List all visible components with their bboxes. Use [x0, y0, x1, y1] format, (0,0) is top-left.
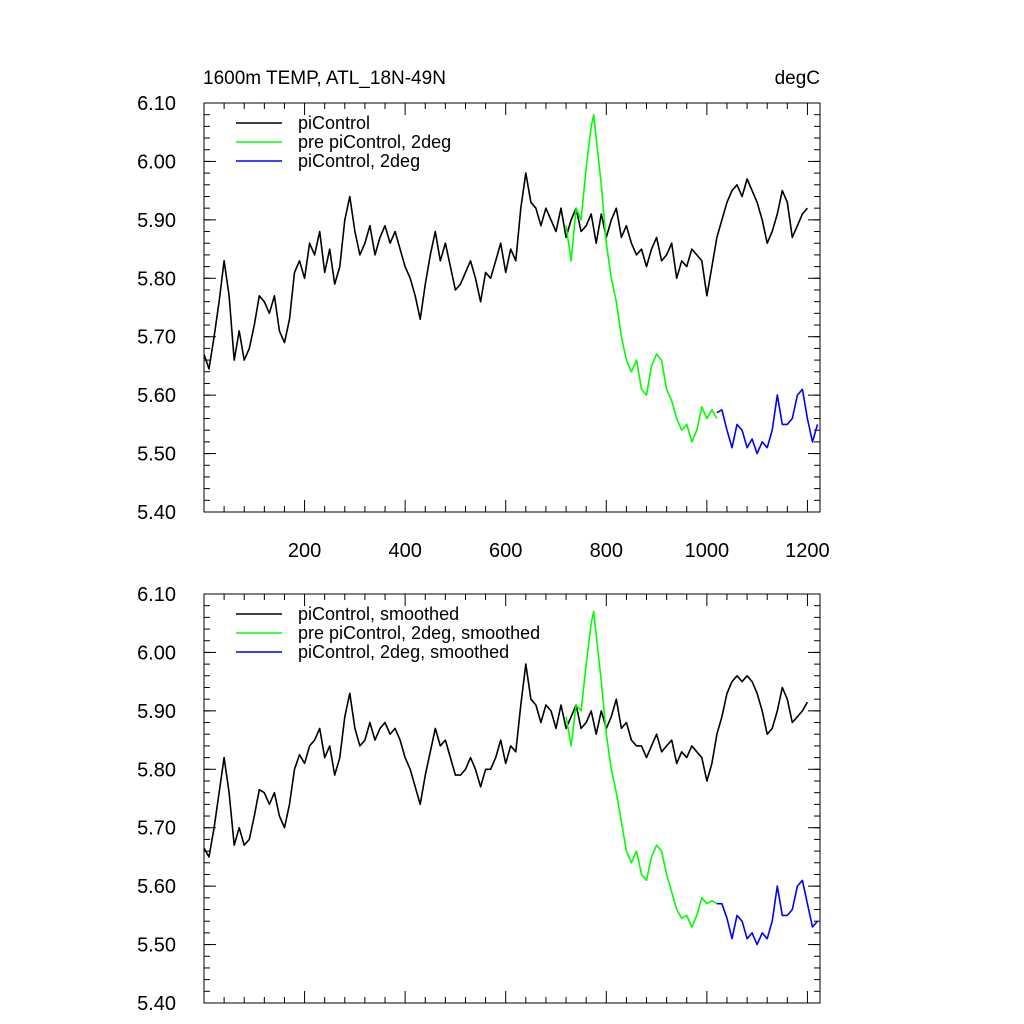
y-tick-label: 6.10: [137, 93, 176, 115]
y-tick-label: 5.90: [137, 701, 176, 723]
y-tick-label: 6.10: [137, 584, 176, 606]
y-tick-label: 5.80: [137, 268, 176, 290]
axes-top: 5.40 5.50 5.60 5.70 5.80 5.90 6.00 6.10 200 400 60…: [137, 93, 830, 562]
x-tick-label: 400: [388, 540, 421, 562]
series-group-bottom: [203, 610, 819, 946]
x-tick-label: 1200: [785, 540, 830, 562]
chart-title: 1600m TEMP, ATL_18N-49N: [203, 68, 446, 89]
y-tick-label: 5.90: [137, 210, 176, 232]
chart-units: degC: [775, 68, 820, 89]
top-chart-panel: 1600m TEMP, ATL_18N-49N degC 5.40 5.50 5.6…: [137, 68, 830, 562]
y-tick-label: 5.50: [137, 444, 176, 466]
legend-label: piControl, 2deg: [298, 151, 420, 171]
plot-frame: [203, 102, 821, 513]
y-tick-label: 5.40: [137, 993, 176, 1015]
legend-label: piControl: [298, 113, 370, 133]
plot-frame: [203, 593, 821, 1004]
y-tick-label: 6.00: [137, 642, 176, 664]
y-tick-label: 5.60: [137, 385, 176, 407]
series-line-pre-picontrol-2deg: [565, 113, 718, 443]
series-line-picontrol-2deg-smoothed: [716, 879, 819, 946]
series-line-picontrol: [203, 172, 809, 370]
x-tick-label: 1000: [685, 540, 730, 562]
legend-label: piControl, 2deg, smoothed: [298, 642, 509, 662]
legend-label: piControl, smoothed: [298, 604, 459, 624]
y-tick-label: 5.60: [137, 876, 176, 898]
x-tick-label: 600: [489, 540, 522, 562]
series-line-picontrol-2deg: [716, 388, 819, 455]
series-line-pre-picontrol-2deg-smoothed: [565, 610, 718, 928]
y-tick-label: 6.00: [137, 151, 176, 173]
y-tick-label: 5.70: [137, 327, 176, 349]
legend-label: pre piControl, 2deg: [298, 132, 451, 152]
x-tick-label: 800: [590, 540, 623, 562]
axes-bottom: 5.40 5.50 5.60 5.70 5.80 5.90 6.00 6.10: [137, 584, 821, 1015]
bottom-chart-panel: 5.40 5.50 5.60 5.70 5.80 5.90 6.00 6.10 piContr…: [137, 584, 821, 1015]
y-tick-label: 5.70: [137, 818, 176, 840]
y-tick-label: 5.40: [137, 502, 176, 524]
series-line-picontrol-smoothed: [203, 663, 809, 858]
legend-label: pre piControl, 2deg, smoothed: [298, 623, 540, 643]
y-tick-label: 5.80: [137, 759, 176, 781]
series-group-top: [203, 113, 819, 455]
y-tick-label: 5.50: [137, 935, 176, 957]
x-tick-label: 200: [288, 540, 321, 562]
